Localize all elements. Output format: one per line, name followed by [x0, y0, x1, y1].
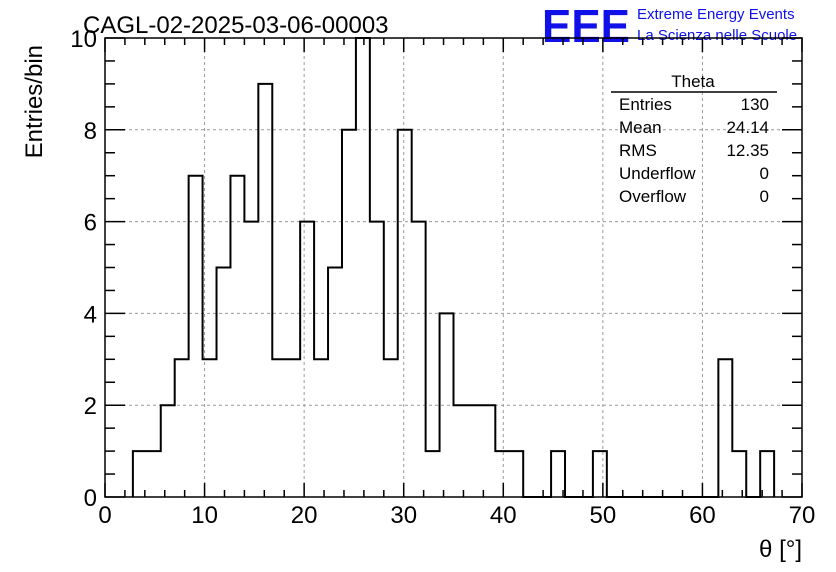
stats-title: Theta	[671, 72, 715, 91]
plot-frame	[104, 37, 803, 498]
y-tick-label: 6	[84, 210, 97, 237]
y-axis-label: Entries/bin	[21, 45, 48, 158]
x-tick-label: 30	[390, 502, 417, 529]
x-tick-label: 70	[789, 502, 816, 529]
stats-value-underflow: 0	[760, 164, 769, 183]
stats-value-mean: 24.14	[726, 118, 769, 137]
x-tick-label: 10	[191, 502, 218, 529]
x-tick-label: 20	[291, 502, 318, 529]
histogram-bars	[131, 37, 776, 498]
x-tick-label: 50	[590, 502, 617, 529]
stats-value-rms: 12.35	[726, 141, 769, 160]
logo-line-1: Extreme Energy Events	[637, 6, 795, 23]
y-tick-label: 10	[70, 26, 97, 53]
stats-value-overflow: 0	[760, 187, 769, 206]
axis-ticks	[104, 37, 803, 498]
x-axis-label: θ [°]	[759, 536, 802, 563]
stats-box: Theta Entries 130 Mean 24.14 RMS 12.35 U…	[611, 72, 777, 206]
y-tick-label: 4	[84, 301, 97, 328]
x-tick-label: 60	[689, 502, 716, 529]
run-title: CAGL-02-2025-03-06-00003	[83, 12, 389, 39]
tick-labels: 0 10 20 30 40 50 60 70 0 2 4 6 8 10	[70, 26, 815, 529]
stats-label-entries: Entries	[619, 95, 672, 114]
stats-label-rms: RMS	[619, 141, 657, 160]
logo-line-2: La Scienza nelle Scuole	[637, 27, 797, 44]
y-tick-label: 8	[84, 118, 97, 145]
stats-label-underflow: Underflow	[619, 164, 696, 183]
histogram-outline	[131, 37, 776, 498]
stats-label-mean: Mean	[619, 118, 662, 137]
eee-logo-icon: EEE	[542, 0, 630, 52]
y-tick-label: 2	[84, 393, 97, 420]
grid	[105, 38, 802, 497]
x-tick-label: 0	[98, 502, 111, 529]
stats-value-entries: 130	[741, 95, 769, 114]
x-tick-label: 40	[490, 502, 517, 529]
y-tick-label: 0	[84, 485, 97, 512]
stats-label-overflow: Overflow	[619, 187, 687, 206]
